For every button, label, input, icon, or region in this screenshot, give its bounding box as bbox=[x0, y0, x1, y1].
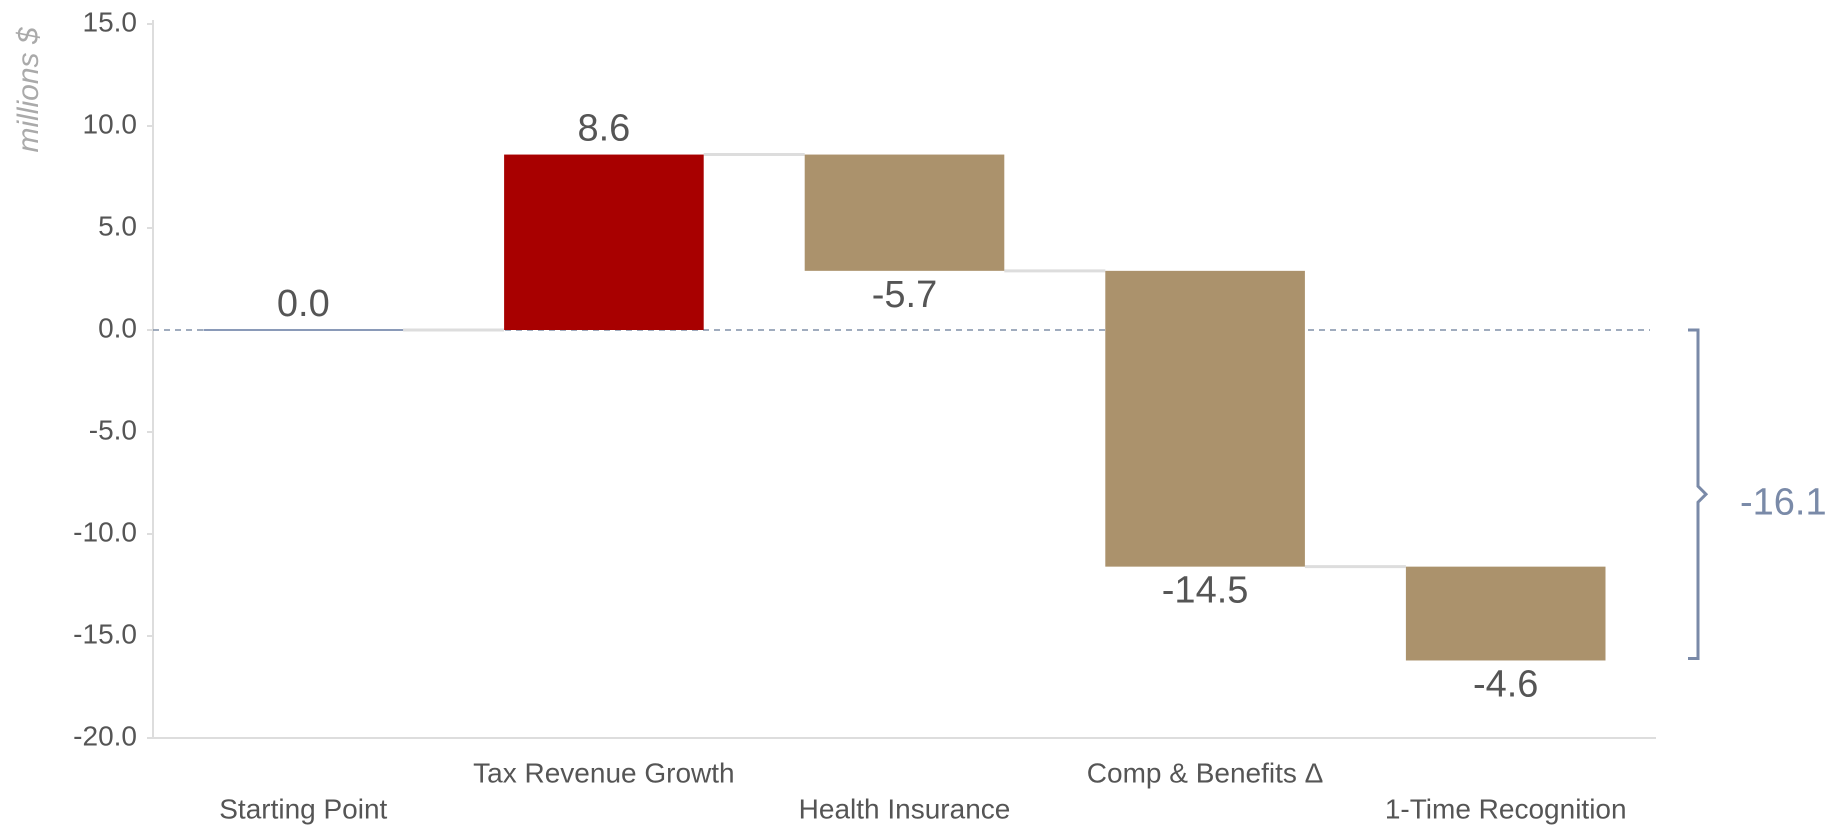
y-tick-label: -20.0 bbox=[73, 720, 137, 751]
bar bbox=[804, 154, 1005, 271]
total-bracket bbox=[1688, 328, 1709, 660]
y-tick-label: -10.0 bbox=[73, 516, 137, 547]
x-tick-label: Starting Point bbox=[219, 793, 387, 824]
value-label: -4.6 bbox=[1473, 664, 1538, 706]
y-tick-label: 15.0 bbox=[83, 6, 138, 37]
total-label: -16.1 bbox=[1740, 481, 1827, 523]
y-tick-label: 0.0 bbox=[98, 312, 137, 343]
bar bbox=[1105, 270, 1305, 567]
x-tick-label: Health Insurance bbox=[799, 793, 1011, 824]
bar bbox=[1405, 566, 1606, 661]
x-tick-label: Comp & Benefits Δ bbox=[1087, 757, 1324, 788]
y-tick-label: 10.0 bbox=[83, 108, 138, 139]
y-tick-label: 5.0 bbox=[98, 210, 137, 241]
x-tick-label: Tax Revenue Growth bbox=[473, 757, 734, 788]
y-tick-label: -5.0 bbox=[89, 414, 137, 445]
x-tick-label: 1-Time Recognition bbox=[1385, 793, 1627, 824]
value-label: -5.7 bbox=[872, 274, 937, 316]
value-label: 8.6 bbox=[577, 108, 630, 150]
y-axis-label: millions $ bbox=[12, 26, 45, 152]
value-label: 0.0 bbox=[277, 283, 330, 325]
value-label: -14.5 bbox=[1162, 570, 1249, 612]
bar bbox=[203, 329, 404, 331]
bar bbox=[504, 154, 704, 330]
y-tick-label: -15.0 bbox=[73, 618, 137, 649]
